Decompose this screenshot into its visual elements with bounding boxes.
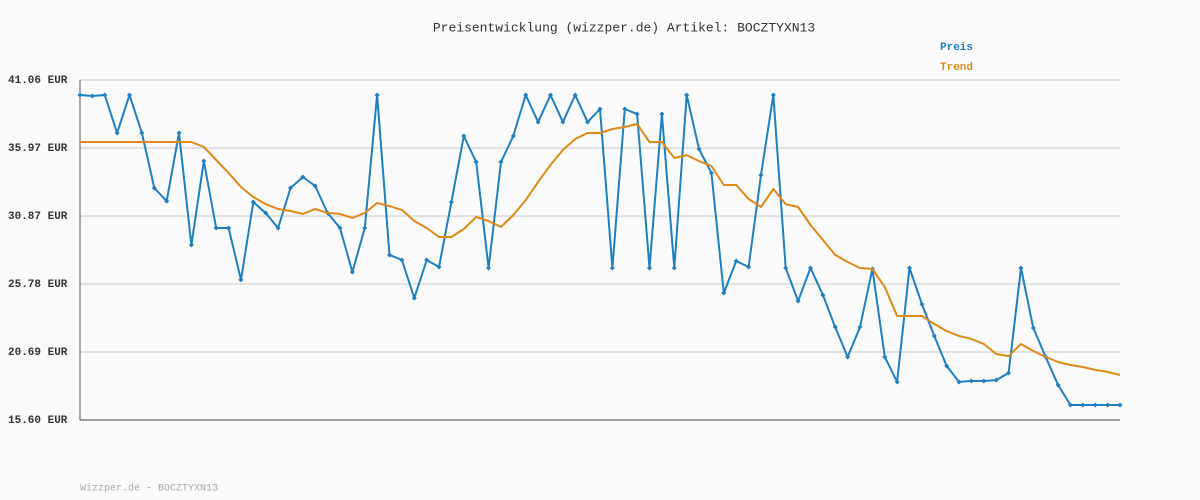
point [795,298,801,304]
point [275,225,281,231]
point [300,174,306,180]
point [807,265,813,271]
point [981,378,987,384]
point [547,92,553,98]
point [510,133,516,139]
y-tick-label: 30.87 EUR [8,211,68,223]
point [1105,402,1111,408]
point [436,264,442,270]
point [968,378,974,384]
point [597,106,603,112]
point [919,301,925,307]
point [226,225,232,231]
y-tick-label: 35.97 EUR [8,143,68,155]
point [461,133,467,139]
point [956,379,962,385]
point [820,292,826,298]
point [572,92,578,98]
point [250,199,256,205]
point [882,354,888,360]
point [1117,402,1123,408]
point [696,146,702,152]
point [721,290,727,296]
point [424,257,430,263]
point [102,92,108,98]
point [312,183,318,189]
point [201,158,207,164]
point [448,199,454,205]
point [609,265,615,271]
point [411,295,417,301]
point [523,92,529,98]
point [857,324,863,330]
point [758,172,764,178]
point [362,225,368,231]
point [337,225,343,231]
point [944,363,950,369]
legend-label: Trend [940,62,973,74]
point [1055,382,1061,388]
point [993,377,999,383]
point [560,119,566,125]
point [783,265,789,271]
point [188,242,194,248]
point [139,130,145,136]
point [832,324,838,330]
point [77,92,83,98]
y-tick-label: 41.06 EUR [8,75,68,87]
point [114,130,120,136]
point [684,92,690,98]
series-line [80,122,1121,376]
point [907,265,913,271]
point [164,198,170,204]
y-tick-label: 20.69 EUR [8,347,68,359]
y-tick-label: 15.60 EUR [8,415,68,427]
point [387,252,393,258]
footer: Wizzper.de - BOCZTYXN13 [80,483,218,495]
legend-label: Preis [940,42,973,54]
point [176,130,182,136]
point [127,92,133,98]
y-tick-label: 25.78 EUR [8,279,68,291]
point [1080,402,1086,408]
point [1092,402,1098,408]
point [894,379,900,385]
point [634,111,640,117]
point [622,106,628,112]
point [349,269,355,275]
point [399,257,405,263]
point [263,210,269,216]
point [770,92,776,98]
point [473,159,479,165]
point [1067,402,1073,408]
point [931,333,937,339]
point [89,93,95,99]
point [287,185,293,191]
point [647,265,653,271]
point [845,354,851,360]
point [213,225,219,231]
point [671,265,677,271]
point [585,119,591,125]
point [238,277,244,283]
point [151,185,157,191]
point [1018,265,1024,271]
point [746,264,752,270]
point [498,159,504,165]
point [1006,370,1012,376]
point [486,265,492,271]
chart-title: Preisentwicklung (wizzper.de) Artikel: B… [433,20,815,35]
point [733,258,739,264]
point [535,119,541,125]
point [1030,325,1036,331]
point [374,92,380,98]
point [708,170,714,176]
point [659,111,665,117]
